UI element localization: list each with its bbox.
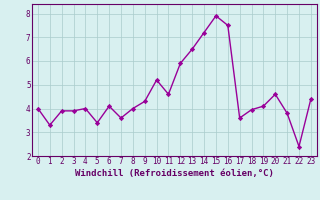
X-axis label: Windchill (Refroidissement éolien,°C): Windchill (Refroidissement éolien,°C) — [75, 169, 274, 178]
